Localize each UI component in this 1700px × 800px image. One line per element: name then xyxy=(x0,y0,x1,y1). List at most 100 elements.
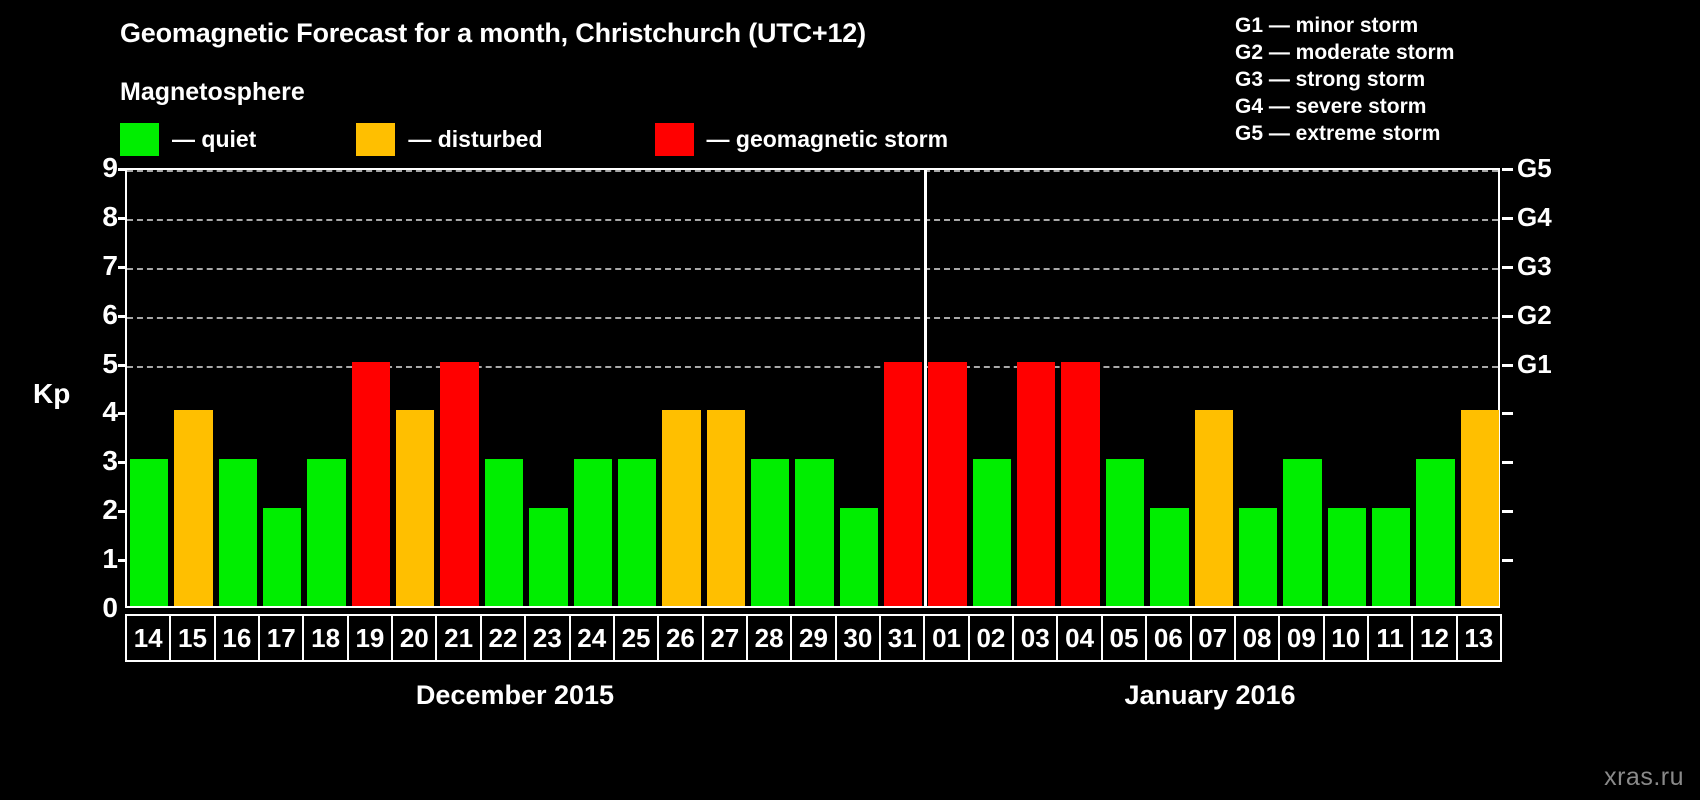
day-label-25[interactable]: 25 xyxy=(612,614,660,662)
bar-day-15[interactable] xyxy=(174,410,213,606)
bar-day-16[interactable] xyxy=(218,459,258,606)
kp-axis-title: Kp xyxy=(33,378,71,409)
day-label-15[interactable]: 15 xyxy=(169,614,216,662)
day-label-09[interactable]: 09 xyxy=(1278,614,1325,662)
bar-day-26[interactable] xyxy=(662,410,701,606)
g-tick-mark-G4 xyxy=(1502,216,1513,220)
magnetosphere-legend: — quiet — disturbed — geomagnetic storm xyxy=(120,122,948,156)
day-label-23[interactable]: 23 xyxy=(524,614,571,662)
day-label-31[interactable]: 31 xyxy=(879,614,926,662)
bar-day-18[interactable] xyxy=(307,459,346,606)
gridline-kp-7 xyxy=(127,267,1498,270)
y-axis-left: 0 1 2 3 4 5 6 7 8 9 xyxy=(40,154,129,622)
bar-day-12[interactable] xyxy=(1416,459,1455,606)
y-tick-mark-kp-4 xyxy=(118,412,129,416)
y-tick-mark-kp-1 xyxy=(118,559,129,563)
g-minor-tick-kp-3 xyxy=(1502,461,1513,465)
legend-label-storm: — geomagnetic storm xyxy=(706,125,949,152)
bar-day-11[interactable] xyxy=(1371,508,1411,606)
bar-day-07[interactable] xyxy=(1194,410,1233,606)
y-tick-mark-kp-6 xyxy=(118,314,129,318)
gridline-kp-8 xyxy=(127,218,1498,221)
legend-item-storm: — geomagnetic storm xyxy=(654,122,949,156)
bar-day-27[interactable] xyxy=(706,410,745,606)
day-label-26[interactable]: 26 xyxy=(657,614,704,662)
day-label-01[interactable]: 01 xyxy=(923,614,970,662)
day-label-03[interactable]: 03 xyxy=(1012,614,1059,662)
g-legend-line-5: G5 — extreme storm xyxy=(1235,122,1441,145)
bar-day-01[interactable] xyxy=(928,361,967,606)
bar-day-02[interactable] xyxy=(972,459,1012,606)
y-tick-label-kp-9: 9 xyxy=(102,152,118,183)
bar-day-21[interactable] xyxy=(440,361,479,606)
day-label-07[interactable]: 07 xyxy=(1189,614,1236,662)
y-tick-mark-kp-7 xyxy=(118,265,129,269)
g-tick-mark-G5 xyxy=(1502,168,1513,171)
bar-day-13[interactable] xyxy=(1460,410,1499,606)
legend-label-quiet: — quiet xyxy=(172,125,257,152)
day-label-05[interactable]: 05 xyxy=(1100,614,1148,662)
day-label-20[interactable]: 20 xyxy=(391,614,438,662)
g-legend-line-2: G2 — moderate storm xyxy=(1235,41,1455,64)
day-label-14[interactable]: 14 xyxy=(125,614,172,662)
bar-day-25[interactable] xyxy=(617,459,657,606)
g-tick-mark-G3 xyxy=(1502,265,1513,269)
gridline-kp-6 xyxy=(127,316,1498,319)
g-tick-mark-G1 xyxy=(1502,363,1513,367)
y-tick-label-kp-5: 5 xyxy=(102,347,118,379)
day-label-10[interactable]: 10 xyxy=(1322,614,1369,662)
bar-day-20[interactable] xyxy=(396,410,435,606)
y-tick-mark-kp-8 xyxy=(118,216,129,220)
day-label-19[interactable]: 19 xyxy=(346,614,394,662)
bar-day-03[interactable] xyxy=(1017,361,1056,606)
g-minor-tick-kp-2 xyxy=(1502,510,1513,514)
y-tick-label-kp-6: 6 xyxy=(102,298,118,330)
gridline-kp-5 xyxy=(127,365,1498,368)
day-label-22[interactable]: 22 xyxy=(479,614,527,662)
bar-day-24[interactable] xyxy=(573,459,612,606)
day-label-13[interactable]: 13 xyxy=(1455,614,1502,662)
bar-day-28[interactable] xyxy=(750,459,790,606)
legend-swatch-storm-icon xyxy=(654,122,694,156)
day-label-21[interactable]: 21 xyxy=(435,614,482,662)
bar-day-31[interactable] xyxy=(884,361,923,606)
bar-day-29[interactable] xyxy=(795,459,834,606)
day-label-12[interactable]: 12 xyxy=(1411,614,1458,662)
bar-day-06[interactable] xyxy=(1150,508,1189,606)
day-label-06[interactable]: 06 xyxy=(1145,614,1192,662)
bar-day-10[interactable] xyxy=(1327,508,1366,606)
bars-layer xyxy=(127,170,1499,606)
y-tick-label-kp-2: 2 xyxy=(102,494,118,526)
day-label-28[interactable]: 28 xyxy=(745,614,793,662)
bar-day-09[interactable] xyxy=(1283,459,1322,606)
g-tick-label-G3: G3 xyxy=(1517,250,1552,281)
y-tick-mark-kp-9 xyxy=(118,168,129,171)
day-label-17[interactable]: 17 xyxy=(258,614,305,662)
bar-day-14[interactable] xyxy=(130,459,169,606)
bar-day-04[interactable] xyxy=(1061,361,1100,606)
day-label-04[interactable]: 04 xyxy=(1056,614,1103,662)
y-tick-label-kp-1: 1 xyxy=(102,543,118,575)
g-tick-label-G2: G2 xyxy=(1517,299,1552,330)
day-label-30[interactable]: 30 xyxy=(834,614,882,662)
magnetosphere-label: Magnetosphere xyxy=(120,78,305,106)
y-tick-mark-kp-2 xyxy=(118,510,129,514)
bar-day-08[interactable] xyxy=(1238,508,1278,606)
bar-day-23[interactable] xyxy=(529,508,568,606)
day-label-11[interactable]: 11 xyxy=(1366,614,1414,662)
bar-day-17[interactable] xyxy=(263,508,302,606)
bar-day-30[interactable] xyxy=(839,508,879,606)
day-label-18[interactable]: 18 xyxy=(302,614,349,662)
day-label-29[interactable]: 29 xyxy=(790,614,837,662)
day-label-strip: 14 15 16 17 18 19 20 21 22 23 24 25 26 27 28 29 30 31 01 02… xyxy=(125,614,1502,662)
day-label-08[interactable]: 08 xyxy=(1233,614,1281,662)
day-label-27[interactable]: 27 xyxy=(701,614,748,662)
bar-day-05[interactable] xyxy=(1105,459,1145,606)
day-label-24[interactable]: 24 xyxy=(568,614,615,662)
plot-inner xyxy=(127,170,1499,606)
day-label-02[interactable]: 02 xyxy=(967,614,1015,662)
bar-day-19[interactable] xyxy=(351,361,391,606)
bar-day-22[interactable] xyxy=(484,459,524,606)
day-label-16[interactable]: 16 xyxy=(213,614,261,662)
